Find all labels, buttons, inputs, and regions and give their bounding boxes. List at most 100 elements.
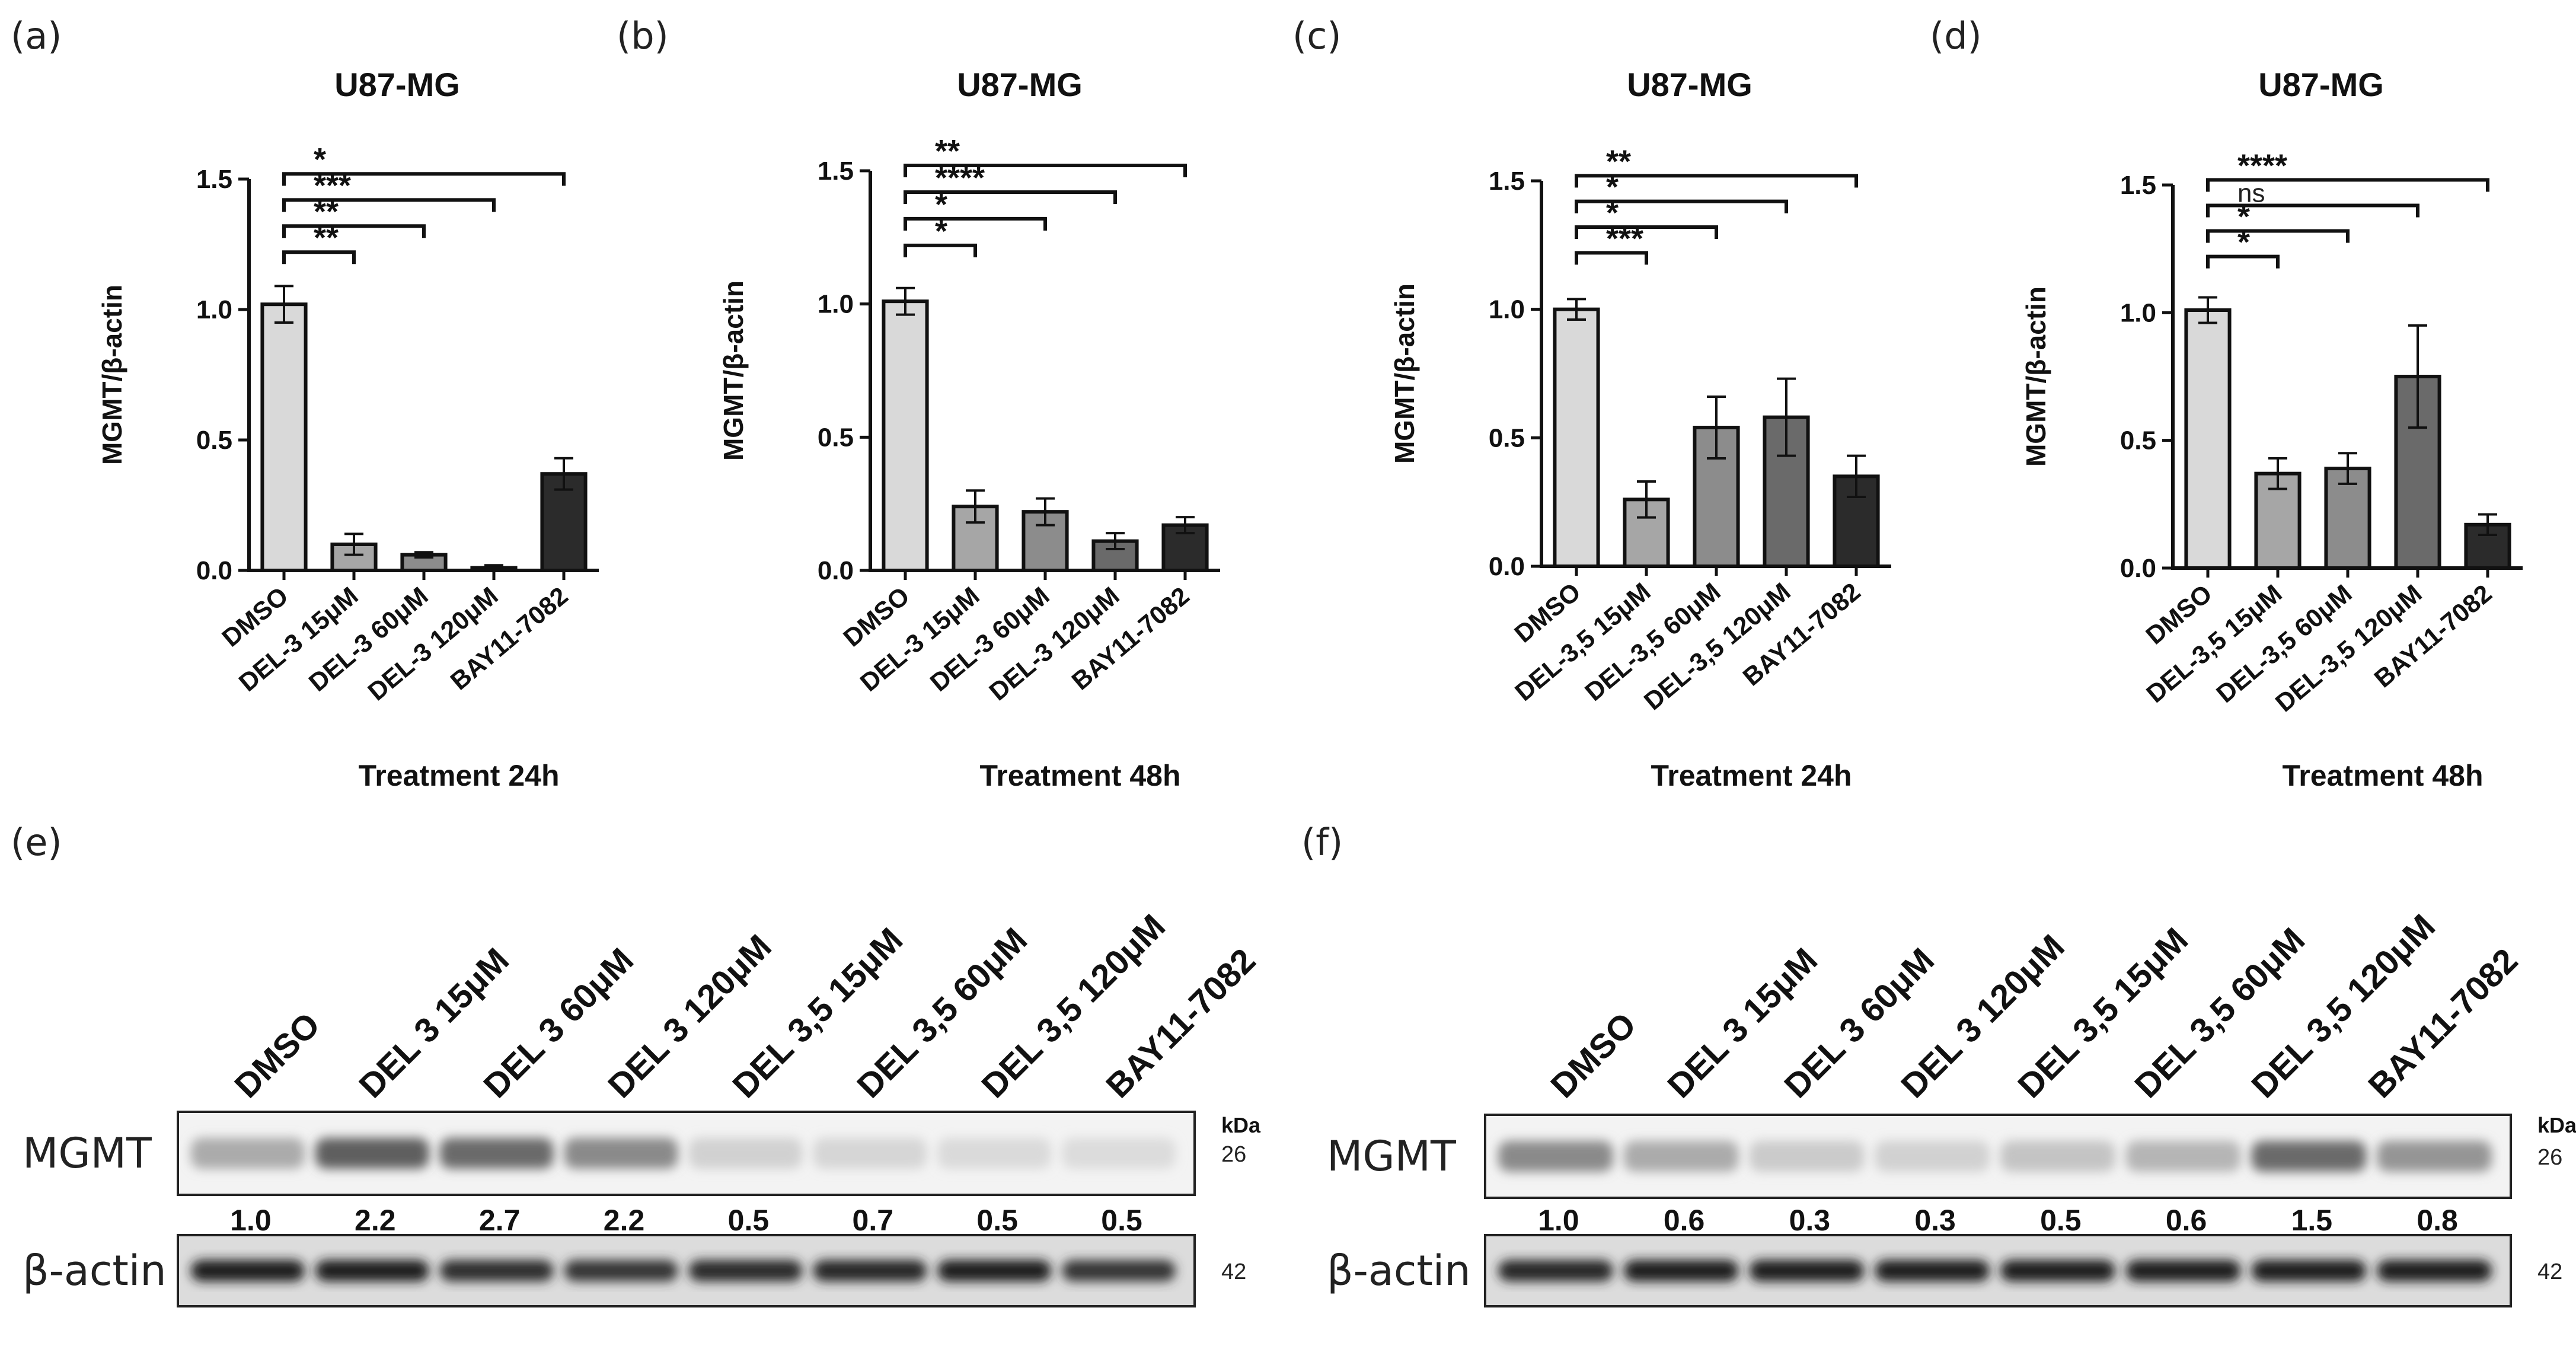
significance-bracket	[2206, 254, 2280, 269]
band	[1498, 1141, 1613, 1172]
y-tick-label: 0.5	[1489, 423, 1525, 452]
significance-bracket	[904, 190, 1117, 204]
molecular-weight: 26	[1221, 1142, 1246, 1167]
band	[2125, 1260, 2241, 1281]
kda-label: kDa	[2537, 1113, 2576, 1137]
significance-label: *	[2237, 199, 2250, 235]
band	[2125, 1141, 2241, 1172]
ratio-value: 0.5	[1101, 1204, 1142, 1237]
chart-title: U87-MG	[334, 66, 460, 103]
significance-label: **	[935, 133, 960, 169]
ratio-value: 0.3	[1789, 1204, 1831, 1237]
band	[1875, 1141, 1990, 1172]
y-axis-title: MGMT/β-actin	[2020, 286, 2051, 467]
significance-bracket	[904, 164, 1187, 178]
ratio-value: 0.7	[853, 1204, 894, 1237]
significance-bracket	[904, 243, 977, 257]
y-tick-label: 0.0	[2120, 554, 2156, 583]
x-axis-title: Treatment 24h	[1651, 759, 1852, 792]
significance-label: *	[314, 142, 326, 177]
chart-title: U87-MG	[957, 66, 1083, 103]
significance-label: ****	[2237, 148, 2287, 183]
band	[439, 1260, 554, 1281]
ratio-value: 0.3	[1914, 1204, 1956, 1237]
bar	[1553, 307, 1600, 569]
y-tick-label: 1.5	[818, 157, 854, 186]
y-tick-label: 1.5	[2120, 171, 2156, 200]
category-label: DEL-3 15μM	[855, 582, 985, 697]
band	[1062, 1260, 1176, 1281]
band	[688, 1138, 803, 1169]
chart-title: U87-MG	[1627, 66, 1753, 103]
band	[1749, 1260, 1865, 1281]
panel-label: (c)	[1292, 14, 1341, 58]
row-label: MGMT	[1327, 1132, 1456, 1181]
significance-bracket	[282, 198, 496, 212]
significance-label: *	[2237, 225, 2250, 260]
band	[813, 1260, 927, 1281]
row-label: MGMT	[23, 1129, 152, 1178]
ratio-value: 1.0	[230, 1204, 272, 1237]
band	[937, 1138, 1052, 1169]
significance-bracket	[2206, 203, 2419, 218]
y-tick-label: 1.0	[1489, 295, 1525, 324]
band	[1062, 1138, 1176, 1169]
molecular-weight: 42	[2537, 1259, 2562, 1284]
significance-label: *	[1606, 170, 1619, 205]
significance-bracket	[1575, 199, 1788, 213]
ratio-value: 0.6	[2166, 1204, 2207, 1237]
x-axis-title: Treatment 48h	[979, 759, 1180, 792]
bar-chart-3: (c)U87-MG0.00.51.01.5MGMT/β-actinDMSODEL…	[1292, 14, 1891, 792]
ratio-value: 1.5	[2291, 1204, 2333, 1237]
panel-label: (d)	[1930, 14, 1982, 58]
significance-bracket	[1575, 225, 1718, 239]
band	[191, 1260, 305, 1281]
row-label: β-actin	[1327, 1246, 1471, 1295]
band	[2000, 1141, 2115, 1172]
band	[1749, 1141, 1865, 1172]
band	[2377, 1141, 2492, 1172]
y-axis-title: MGMT/β-actin	[97, 285, 127, 465]
y-tick-label: 1.0	[818, 290, 854, 319]
bar	[260, 302, 308, 572]
ratio-value: 1.0	[1538, 1204, 1579, 1237]
band	[2251, 1141, 2367, 1172]
bar	[882, 299, 929, 572]
molecular-weight: 26	[2537, 1145, 2562, 1170]
significance-label: *	[935, 187, 947, 222]
band	[315, 1138, 429, 1169]
category-label: DEL-3 15μM	[234, 582, 363, 697]
y-tick-label: 0.5	[196, 426, 232, 455]
bar-chart-2: (b)U87-MG0.00.51.01.5MGMT/β-actinDMSODEL…	[617, 14, 1220, 792]
band	[1875, 1260, 1990, 1281]
y-axis-title: MGMT/β-actin	[1389, 283, 1420, 464]
y-tick-label: 1.0	[196, 295, 232, 324]
band	[937, 1260, 1052, 1281]
ratio-value: 0.5	[976, 1204, 1018, 1237]
bar	[330, 543, 378, 572]
ratio-value: 0.6	[1664, 1204, 1705, 1237]
band	[688, 1260, 803, 1281]
y-axis-title: MGMT/β-actin	[718, 280, 749, 461]
band	[2251, 1260, 2367, 1281]
band	[2377, 1260, 2492, 1281]
y-tick-label: 0.5	[2120, 426, 2156, 455]
significance-label: **	[1606, 143, 1631, 179]
x-axis-title: Treatment 24h	[358, 759, 559, 792]
panel-label: (f)	[1301, 821, 1343, 864]
panel-label: (e)	[11, 821, 62, 864]
ratio-value: 2.2	[604, 1204, 645, 1237]
band	[564, 1260, 678, 1281]
y-tick-label: 1.5	[196, 165, 232, 194]
chart-title: U87-MG	[2258, 66, 2384, 103]
panel-label: (a)	[11, 14, 62, 58]
significance-bracket	[282, 250, 356, 264]
bar	[2394, 375, 2441, 570]
row-label: β-actin	[23, 1246, 167, 1295]
y-tick-label: 1.0	[2120, 298, 2156, 327]
band	[2000, 1260, 2115, 1281]
significance-bracket	[1575, 174, 1858, 188]
